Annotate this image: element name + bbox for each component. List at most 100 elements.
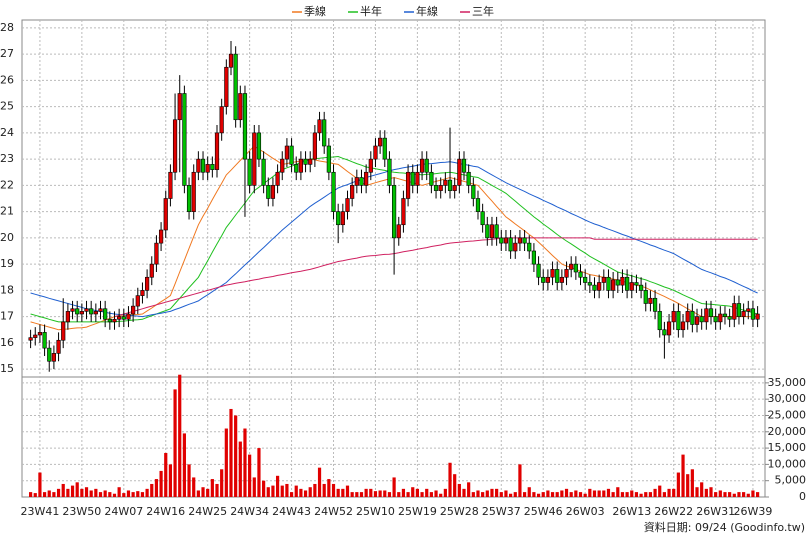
candle-body [461,158,467,173]
candle-body [140,290,145,296]
y2-tick-label: 10,000 [768,457,807,470]
volume-bar [536,493,541,497]
volume-bar [224,428,228,497]
candle-body [555,269,560,283]
volume-bar [122,493,126,497]
volume-bar [308,487,312,497]
volume-bar [136,491,140,497]
volume-bar [271,485,275,497]
candle-body [172,119,178,173]
candle-body [433,185,439,191]
candle-body [485,224,490,239]
candle-body [424,158,429,173]
volume-bar [420,492,424,497]
volume-bar [42,492,47,497]
candle-body [75,308,80,315]
candle-body [182,93,187,186]
y-tick-label: 18 [0,283,14,296]
volume-bar [644,492,648,497]
candle-body [191,171,196,212]
candle-body [42,332,47,349]
volume-bar [415,488,420,497]
candle-body [573,263,578,273]
candle-body [713,316,718,323]
candle-body [354,177,359,186]
volume-bar [285,483,289,497]
volume-bar [359,492,364,497]
volume-bar [672,488,676,497]
volume-bar [397,492,401,497]
volume-bar [164,452,168,497]
volume-bar [714,492,718,497]
volume-bar [215,483,219,497]
candle-body [606,276,611,291]
y2-tick-label: 5,000 [775,474,807,487]
volume-bar [620,492,625,497]
x-tick-label: 23W41 [20,505,59,518]
volume-bar [564,488,569,497]
volume-bar [303,490,308,497]
volume-bar [331,483,336,497]
candle-body [513,242,518,252]
volume-bar [108,492,112,497]
candle-body [79,311,84,315]
volume-bar [667,488,671,497]
candle-body [415,171,420,186]
candle-body [214,132,220,170]
volume-bar [33,493,37,497]
candle-body [578,271,583,278]
volume-bar [94,488,98,497]
candle-body [350,185,355,199]
candle-body [746,308,751,312]
candle-body [597,282,602,291]
y-tick-label: 27 [0,47,14,60]
y-tick-label: 21 [0,205,14,218]
volume-bar [70,485,75,497]
candle-body [699,316,704,323]
candle-body [228,53,234,68]
volume-bar [597,490,601,497]
volume-bar [178,374,182,497]
x-tick-label: 26W22 [654,505,693,518]
candle-body [391,185,397,239]
volume-bar [294,485,298,497]
volume-bar [257,448,261,497]
candle-body [33,334,38,338]
volume-bar [187,464,191,497]
volume-bar [201,487,205,497]
volume-bar [103,490,107,497]
volume-bar [131,492,135,497]
candle-body [373,145,378,160]
volume-bar [518,464,522,497]
candle-body [545,276,550,283]
candle-body [312,132,317,160]
candle-body [718,313,723,323]
volume-bar [229,408,233,497]
candle-body [611,279,616,291]
volume-bar [630,490,634,497]
candle-body [65,311,70,323]
volume-bar [238,441,242,497]
candle-body [541,276,546,283]
candle-body [634,282,639,286]
candle-body [419,158,425,173]
candle-body [280,158,285,173]
volume-bar [560,490,564,497]
y-tick-label: 20 [0,231,14,244]
volume-bar [98,492,103,497]
candle-body [620,276,625,286]
volume-bar [336,488,340,497]
candle-body [224,66,229,107]
volume-bar [364,488,368,497]
candle-body [741,311,746,317]
candle-body [475,198,481,212]
candle-body [331,171,336,212]
volume-bar [52,492,56,497]
x-tick-label: 24W25 [188,505,227,518]
volume-bar [192,477,196,497]
candle-body [112,318,117,323]
volume-bar [378,490,382,497]
x-tick-label: 24W43 [272,505,311,518]
candle-body [396,224,401,239]
ma-line [114,237,758,318]
